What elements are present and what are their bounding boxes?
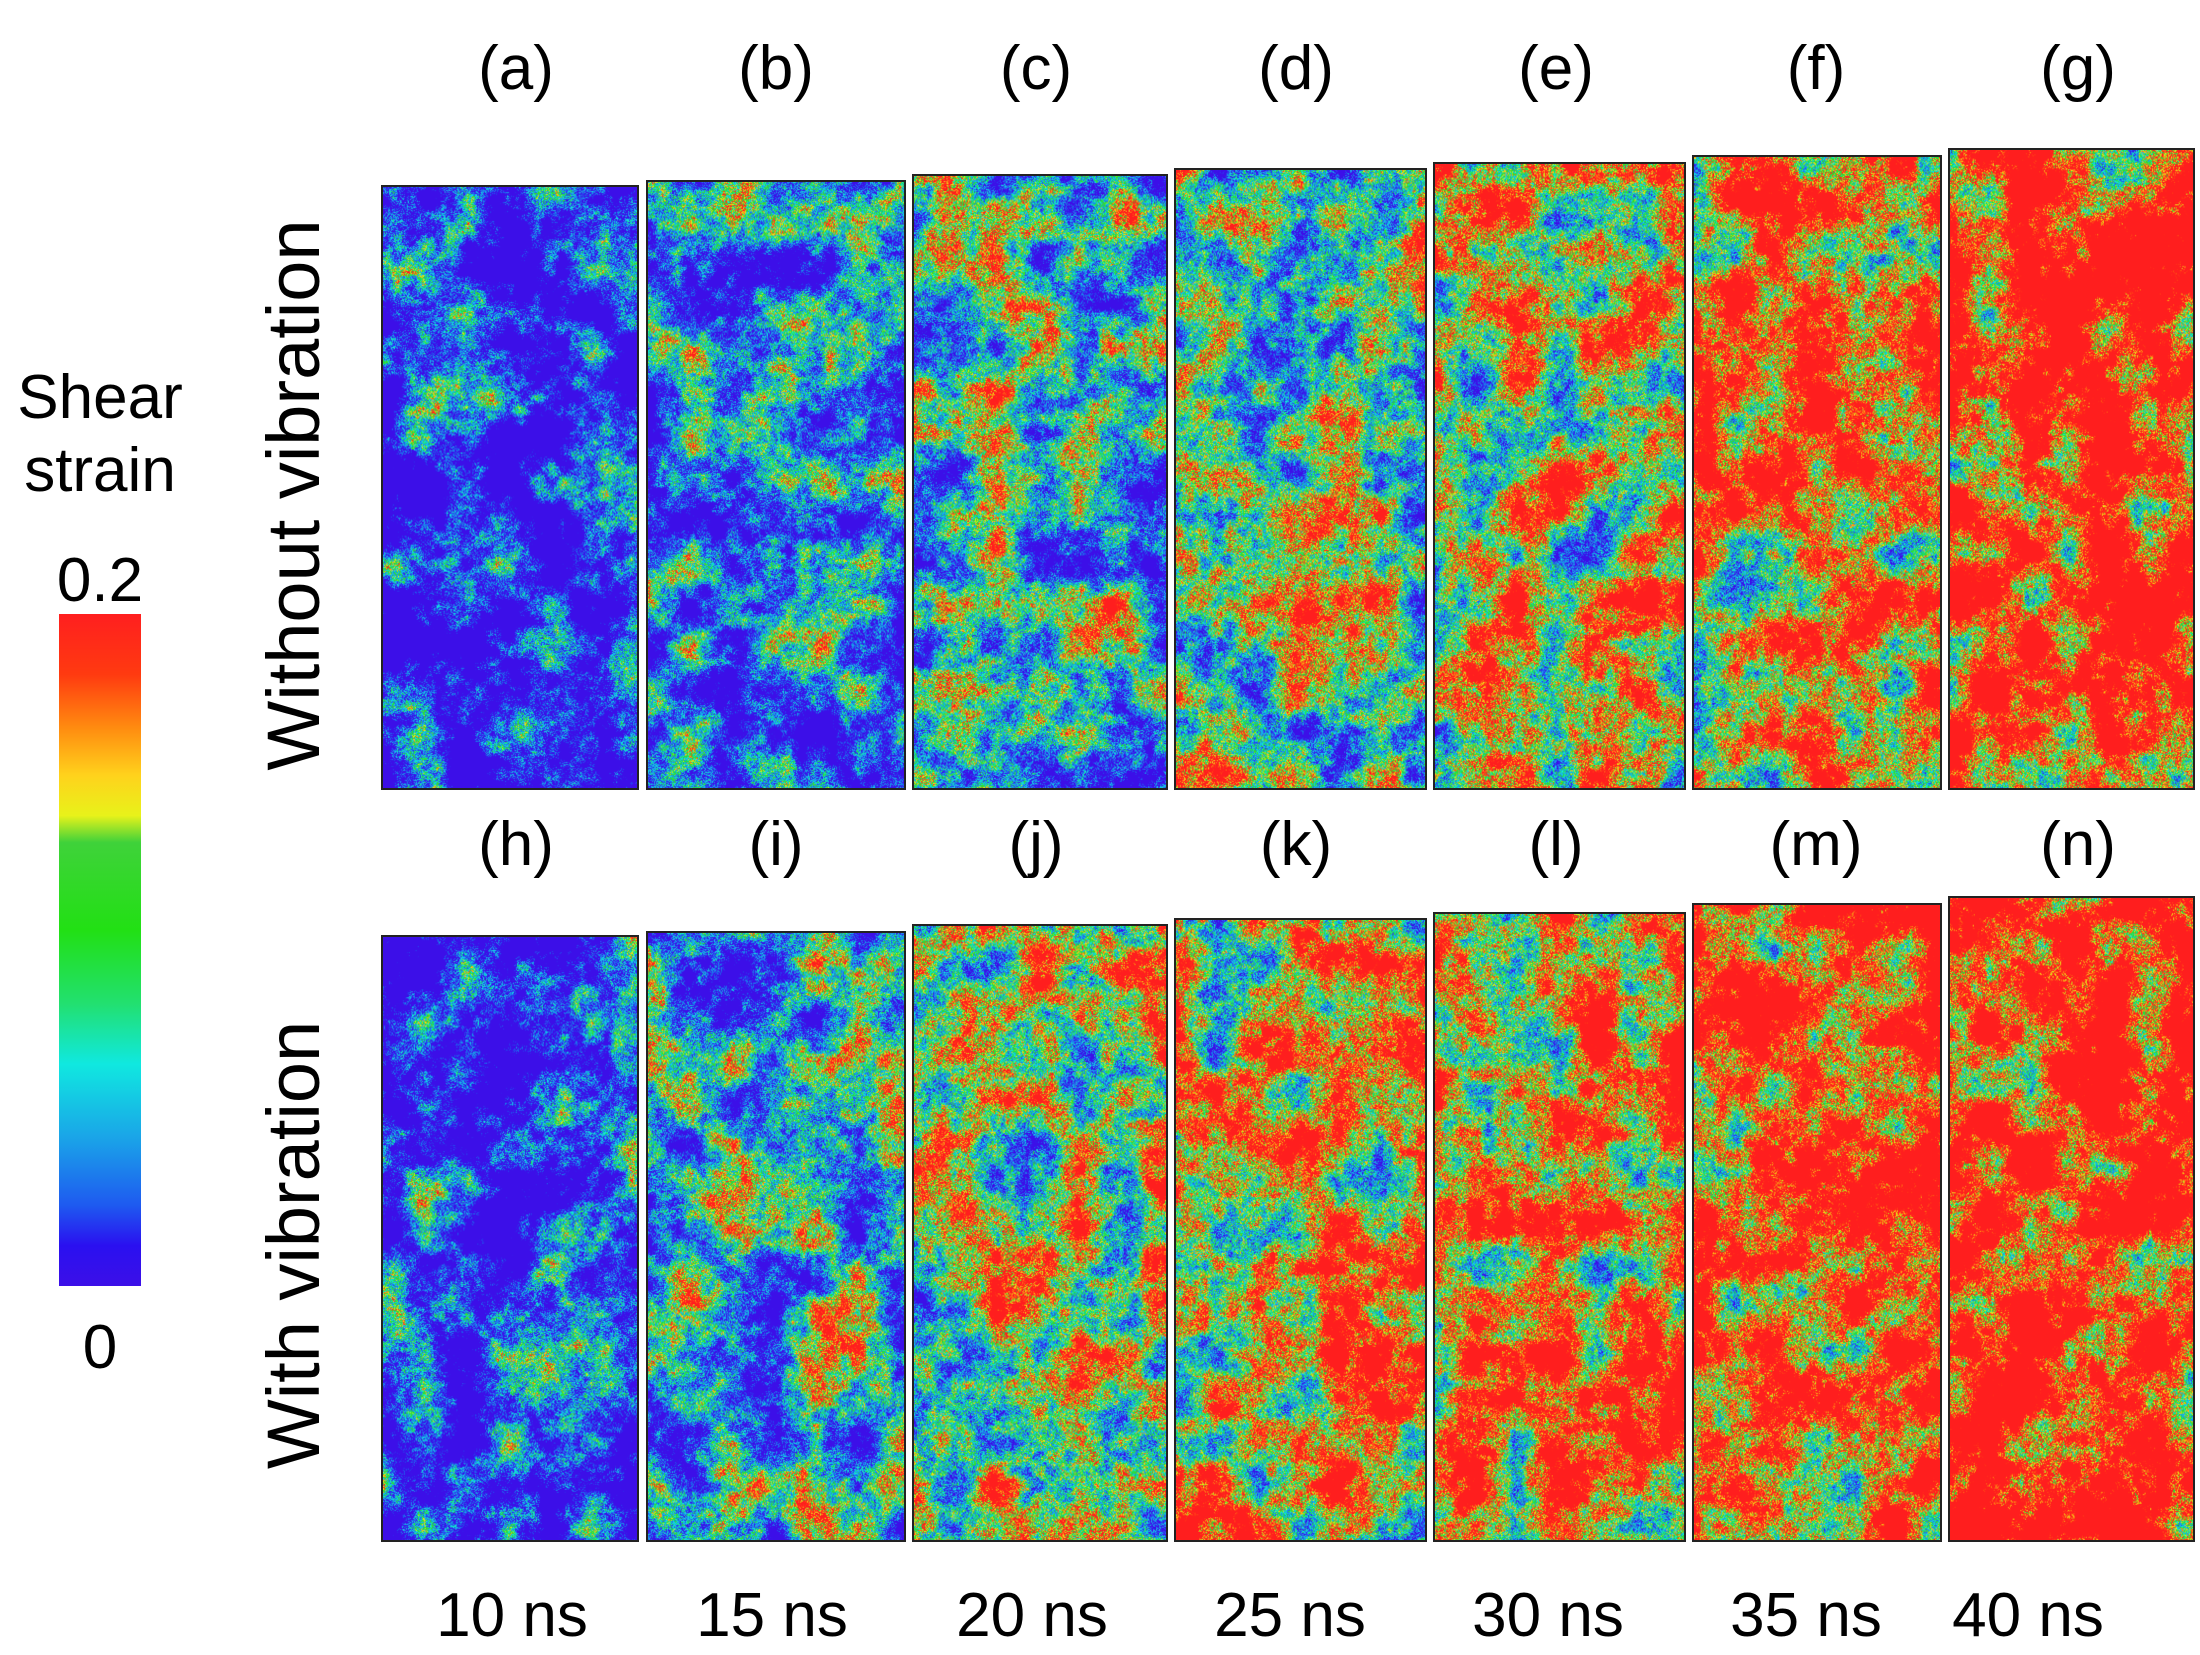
- panel-label-h: (h): [478, 810, 554, 879]
- panel-label-b: (b): [738, 34, 814, 103]
- time-label-15ns: 15 ns: [696, 1581, 848, 1650]
- strain-map-m: [1692, 903, 1942, 1542]
- colorbar-title: Shear strain: [0, 362, 210, 507]
- strain-map-e: [1433, 162, 1686, 790]
- time-label-25ns: 25 ns: [1214, 1581, 1366, 1650]
- time-label-35ns: 35 ns: [1730, 1581, 1882, 1650]
- row-label-without-vibration: Without vibration: [252, 219, 335, 771]
- colorbar-title-line2: strain: [24, 435, 176, 505]
- strain-map-j: [912, 924, 1168, 1542]
- panel-label-n: (n): [2040, 810, 2116, 879]
- time-label-20ns: 20 ns: [956, 1581, 1108, 1650]
- strain-map-g: [1948, 148, 2195, 790]
- panel-label-j: (j): [1008, 810, 1064, 879]
- row-label-with-vibration: With vibration: [252, 1020, 335, 1470]
- panel-label-c: (c): [999, 34, 1073, 103]
- strain-map-d: [1174, 168, 1427, 790]
- time-label-30ns: 30 ns: [1472, 1581, 1624, 1650]
- strain-map-b: [646, 180, 906, 790]
- panel-label-m: (m): [1769, 810, 1863, 879]
- time-label-10ns: 10 ns: [436, 1581, 588, 1650]
- colorbar-title-line1: Shear: [17, 363, 183, 432]
- panel-label-i: (i): [748, 810, 804, 879]
- strain-map-f: [1692, 155, 1942, 790]
- time-label-40ns: 40 ns: [1952, 1581, 2104, 1650]
- strain-map-l: [1433, 912, 1686, 1542]
- panel-label-e: (e): [1518, 34, 1594, 103]
- strain-map-a: [381, 185, 639, 790]
- panel-label-d: (d): [1258, 34, 1334, 103]
- panel-label-g: (g): [2040, 34, 2116, 103]
- strain-map-k: [1174, 918, 1427, 1542]
- strain-map-n: [1948, 896, 2195, 1542]
- strain-map-i: [646, 931, 906, 1542]
- panel-label-a: (a): [478, 34, 554, 103]
- colorbar: [59, 614, 141, 1286]
- strain-map-h: [381, 935, 639, 1542]
- panel-label-l: (l): [1528, 810, 1584, 879]
- colorbar-max-label: 0.2: [56, 546, 144, 615]
- strain-map-c: [912, 174, 1168, 790]
- panel-label-f: (f): [1786, 34, 1846, 103]
- colorbar-min-label: 0: [82, 1313, 118, 1382]
- panel-label-k: (k): [1259, 810, 1333, 879]
